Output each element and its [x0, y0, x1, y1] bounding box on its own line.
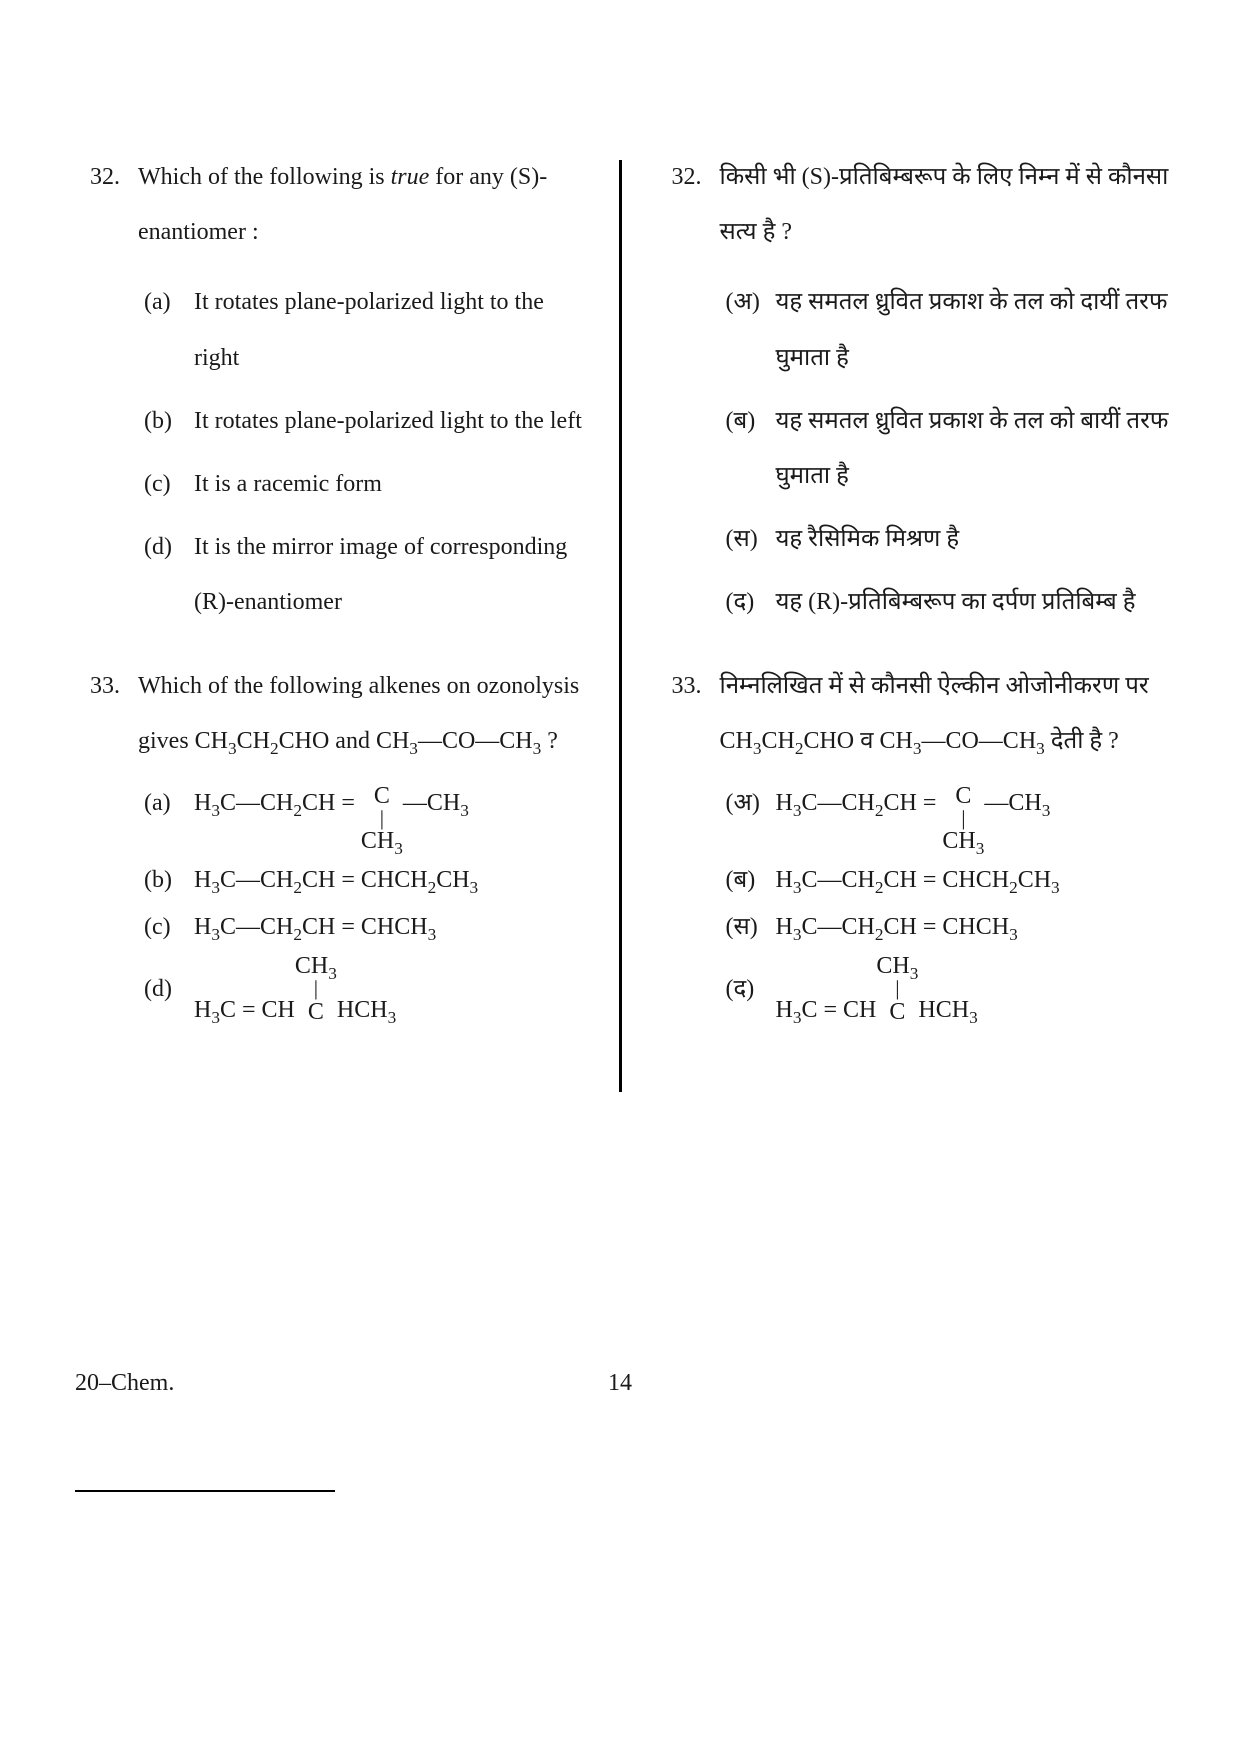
- english-column: 32. Which of the following is true for a…: [70, 150, 619, 1052]
- option-d: (d) It is the mirror image of correspond…: [144, 520, 589, 630]
- chem-formula: H3C—CH2CH = C|CH3—CH3: [776, 784, 1171, 854]
- q33-en: 33. Which of the following alkenes on oz…: [70, 659, 589, 1032]
- question-text: Which of the following alkenes on ozonol…: [138, 659, 589, 769]
- question-text: किसी भी (S)-प्रतिबिम्बरूप के लिए निम्न म…: [720, 150, 1171, 260]
- question-text: Which of the following is true for any (…: [138, 150, 589, 260]
- q33-hi: 33. निम्नलिखित में से कौनसी ऐल्कीन ओजोनी…: [652, 659, 1171, 1032]
- chem-formula: H3C = CHCH3|CHCH3: [194, 954, 589, 1024]
- footer-subject: 20–Chem.: [75, 1370, 570, 1397]
- chem-formula: H3C—CH2CH = CHCH3: [194, 908, 589, 946]
- question-number: 33.: [70, 659, 138, 1032]
- option-b: (b) It rotates plane-polarized light to …: [144, 394, 589, 449]
- chem-formula: H3C—CH2CH = CHCH3: [776, 908, 1171, 946]
- option-a: (अ) यह समतल ध्रुवित प्रकाश के तल को दायी…: [726, 275, 1171, 385]
- question-number: 32.: [652, 150, 720, 639]
- chem-formula: H3C—CH2CH = CHCH2CH3: [194, 861, 589, 899]
- option-c: (c) It is a racemic form: [144, 457, 589, 512]
- hindi-column: 32. किसी भी (S)-प्रतिबिम्बरूप के लिए निम…: [622, 150, 1171, 1052]
- option-b: (ब) यह समतल ध्रुवित प्रकाश के तल को बायी…: [726, 394, 1171, 504]
- question-number: 32.: [70, 150, 138, 639]
- exam-page: 32. Which of the following is true for a…: [0, 0, 1240, 1112]
- option-b: (ब) H3C—CH2CH = CHCH2CH3: [726, 861, 1171, 899]
- option-d: (द) H3C = CHCH3|CHCH3: [726, 954, 1171, 1024]
- option-d: (द) यह (R)-प्रतिबिम्बरूप का दर्पण प्रतिब…: [726, 575, 1171, 630]
- q32-hi: 32. किसी भी (S)-प्रतिबिम्बरूप के लिए निम…: [652, 150, 1171, 639]
- page-footer: 20–Chem. 14: [75, 1370, 1165, 1397]
- option-d: (d) H3C = CHCH3|CHCH3: [144, 954, 589, 1024]
- option-a: (अ) H3C—CH2CH = C|CH3—CH3: [726, 784, 1171, 854]
- option-c: (स) यह रैसिमिक मिश्रण है: [726, 512, 1171, 567]
- option-c: (c) H3C—CH2CH = CHCH3: [144, 908, 589, 946]
- option-a: (a) It rotates plane-polarized light to …: [144, 275, 589, 385]
- option-a: (a) H3C—CH2CH = C|CH3—CH3: [144, 784, 589, 854]
- chem-formula: H3C—CH2CH = CHCH2CH3: [776, 861, 1171, 899]
- question-number: 33.: [652, 659, 720, 1032]
- chem-formula: H3C—CH2CH = C|CH3—CH3: [194, 784, 589, 854]
- chem-formula: H3C = CHCH3|CHCH3: [776, 954, 1171, 1024]
- q32-en: 32. Which of the following is true for a…: [70, 150, 589, 639]
- question-text: निम्नलिखित में से कौनसी ऐल्कीन ओजोनीकरण …: [720, 659, 1171, 769]
- option-b: (b) H3C—CH2CH = CHCH2CH3: [144, 861, 589, 899]
- page-number: 14: [570, 1370, 670, 1397]
- horizontal-rule: [75, 1490, 335, 1492]
- option-c: (स) H3C—CH2CH = CHCH3: [726, 908, 1171, 946]
